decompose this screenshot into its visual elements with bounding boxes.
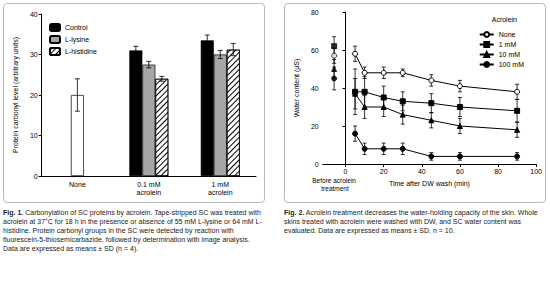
html-text:Fig. 2. Acrolein treatment dec: Fig. 2. Acrolein treatment decreases the… (284, 209, 538, 234)
svg-text:1 mM: 1 mM (212, 181, 230, 188)
svg-text:1 mM: 1 mM (499, 41, 517, 48)
svg-text:80: 80 (494, 168, 502, 175)
svg-text:10: 10 (30, 132, 38, 139)
svg-text:Before acrolein: Before acrolein (312, 177, 356, 184)
svg-text:acrolein: acrolein (137, 189, 162, 196)
svg-text:acrolein: acrolein (208, 189, 233, 196)
svg-text:80: 80 (311, 9, 319, 16)
svg-text:100: 100 (530, 168, 542, 175)
svg-text:None: None (499, 31, 516, 38)
html-text:Fig. 1. Carbonylation of SC pr: Fig. 1. Carbonylation of SC proteins by … (3, 209, 262, 252)
svg-text:Water content (μS): Water content (μS) (293, 59, 301, 118)
svg-text:30: 30 (30, 51, 38, 58)
svg-text:treatment: treatment (319, 185, 348, 192)
svg-text:20: 20 (311, 123, 319, 130)
svg-text:0: 0 (34, 173, 38, 180)
svg-text:40: 40 (418, 168, 426, 175)
svg-text:100 mM: 100 mM (499, 61, 524, 68)
svg-text:40: 40 (30, 11, 38, 18)
svg-text:60: 60 (456, 168, 464, 175)
svg-text:20: 20 (30, 92, 38, 99)
svg-text:0.1 mM: 0.1 mM (137, 181, 161, 188)
svg-text:Acrolein: Acrolein (492, 16, 517, 23)
svg-text:Protein carbonyl level (arbitr: Protein carbonyl level (arbitrary units) (12, 37, 20, 153)
svg-text:0: 0 (315, 161, 319, 168)
svg-text:Control: Control (65, 24, 88, 31)
svg-text:None: None (69, 181, 86, 188)
svg-text:20: 20 (380, 168, 388, 175)
svg-text:60: 60 (311, 47, 319, 54)
svg-text:0: 0 (344, 168, 348, 175)
svg-text:10 mM: 10 mM (499, 51, 521, 58)
svg-text:40: 40 (311, 85, 319, 92)
svg-text:L-histidine: L-histidine (65, 48, 97, 55)
svg-text:L-lysine: L-lysine (65, 36, 89, 44)
svg-text:Time after DW wash (min): Time after DW wash (min) (389, 180, 470, 188)
